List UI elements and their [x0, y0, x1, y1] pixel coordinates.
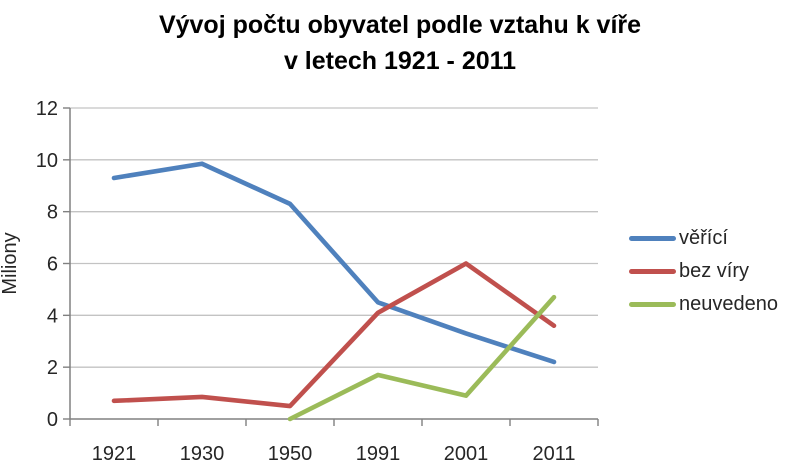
y-tick-label: 10 [36, 150, 58, 172]
legend-item-2: neuvedeno [629, 288, 778, 321]
legend: věřící bez víry neuvedeno [629, 222, 778, 321]
x-tick-label: 1991 [356, 443, 401, 465]
y-tick-label: 0 [47, 409, 58, 431]
series-line-2 [287, 294, 557, 422]
chart-title-line-1: Vývoj počtu obyvatel podle vztahu k víře [158, 11, 642, 39]
legend-label: bez víry [679, 260, 750, 282]
x-tick-label: 1950 [268, 443, 313, 465]
y-tick-label: 4 [47, 305, 58, 327]
series-line-0 [111, 161, 557, 365]
y-tick-label: 6 [47, 254, 58, 276]
x-tick-label: 2011 [532, 443, 575, 465]
legend-item-0: věřící [629, 222, 778, 255]
y-tick-label: 8 [47, 202, 58, 224]
y-tick-label: 12 [36, 98, 58, 120]
chart-title: Vývoj počtu obyvatel podle vztahu k víře… [0, 7, 800, 79]
legend-line-swatch [629, 302, 676, 307]
x-tick-label: 1930 [180, 443, 225, 465]
legend-line-swatch [629, 269, 676, 274]
legend-item-1: bez víry [629, 255, 778, 288]
legend-line-swatch [629, 236, 676, 241]
y-axis-title: Miliony [0, 232, 21, 294]
y-tick-label: 2 [47, 357, 58, 379]
x-tick-label: 1921 [92, 443, 137, 465]
legend-label: věřící [679, 227, 728, 249]
legend-label: neuvedeno [679, 293, 778, 315]
x-tick-label: 2001 [444, 443, 489, 465]
series-line-1 [111, 261, 557, 409]
chart-title-line-2: v letech 1921 - 2011 [283, 47, 517, 75]
